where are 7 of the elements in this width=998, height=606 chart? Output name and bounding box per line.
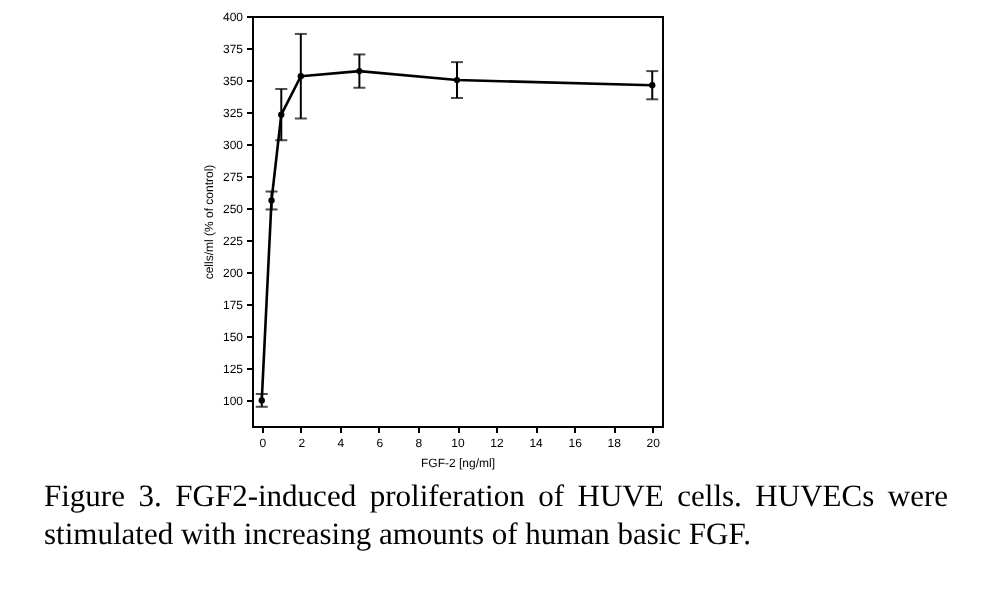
point [297, 73, 304, 80]
point [649, 82, 656, 89]
point [356, 67, 363, 75]
point [268, 197, 275, 204]
caption: Figure 3. FGF2-induced proliferation of HUVE cells. HUVECs were stimulated with increasing amounts of human basic FGF. [44, 478, 948, 554]
point [278, 111, 285, 118]
point [258, 397, 265, 404]
